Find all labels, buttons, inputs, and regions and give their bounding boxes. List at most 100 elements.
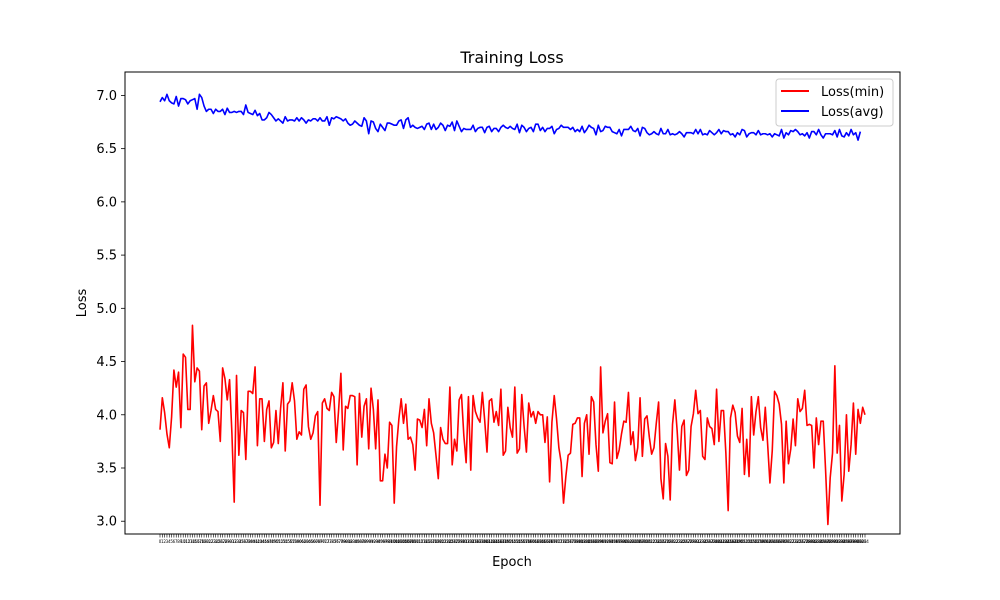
x-tick-label: 244	[722, 539, 730, 544]
x-tick-label: 4	[168, 539, 171, 544]
x-tick-label: 167	[543, 539, 551, 544]
x-tick-label: 252	[741, 539, 749, 544]
x-tick-label: 18	[199, 539, 205, 544]
x-tick-label: 144	[490, 539, 498, 544]
x-tick-label: 247	[729, 539, 737, 544]
x-tick-label: 53	[280, 539, 286, 544]
x-tick-label: 43	[257, 539, 263, 544]
x-tick-label: 220	[666, 539, 674, 544]
x-tick-label: 235	[701, 539, 709, 544]
x-tick-label: 216	[657, 539, 665, 544]
x-tick-label: 163	[534, 539, 542, 544]
x-tick-label: 292	[833, 539, 841, 544]
x-tick-label: 93	[373, 539, 379, 544]
x-tick-label: 228	[685, 539, 693, 544]
x-tick-label: 65	[308, 539, 314, 544]
x-tick-label: 79	[341, 539, 347, 544]
x-tick-label: 49	[271, 539, 277, 544]
x-tick-label: 271	[785, 539, 793, 544]
x-tick-label: 66	[311, 539, 317, 544]
x-tick-label: 288	[824, 539, 832, 544]
x-tick-label: 72	[324, 539, 330, 544]
x-tick-label: 133	[465, 539, 473, 544]
x-tick-label: 222	[671, 539, 679, 544]
x-tick-label: 303	[859, 539, 867, 544]
x-tick-label: 204	[629, 539, 637, 544]
x-tick-label: 78	[338, 539, 344, 544]
x-tick-label: 16	[195, 539, 201, 544]
x-tick-label: 186	[588, 539, 596, 544]
x-tick-label: 198	[615, 539, 623, 544]
x-tick-label: 34	[236, 539, 242, 544]
x-tick-label: 134	[467, 539, 475, 544]
x-tick-label: 132	[462, 539, 470, 544]
x-tick-label: 23	[211, 539, 217, 544]
x-tick-label: 281	[808, 539, 816, 544]
x-tick-label: 304	[861, 539, 869, 544]
y-tick-label: 3.5	[96, 462, 117, 477]
x-tick-label: 203	[627, 539, 635, 544]
x-tick-label: 251	[738, 539, 746, 544]
x-tick-label: 2	[163, 539, 166, 544]
legend-label-loss-min: Loss(min)	[821, 85, 884, 100]
x-tick-label: 261	[761, 539, 769, 544]
x-tick-label: 156	[518, 539, 526, 544]
x-tick-label: 128	[453, 539, 461, 544]
x-tick-label: 61	[299, 539, 305, 544]
x-tick-label: 217	[659, 539, 667, 544]
x-tick-label: 273	[789, 539, 797, 544]
x-tick-label: 58	[292, 539, 298, 544]
x-tick-label: 21	[206, 539, 212, 544]
x-tick-label: 127	[451, 539, 459, 544]
x-tick-label: 200	[620, 539, 628, 544]
x-tick-label: 41	[253, 539, 259, 544]
x-tick-label: 270	[782, 539, 790, 544]
x-tick-label: 96	[380, 539, 386, 544]
x-tick-label: 157	[520, 539, 528, 544]
x-tick-label: 131	[460, 539, 468, 544]
x-axis-label: Epoch	[492, 555, 532, 570]
x-tick-label: 75	[331, 539, 337, 544]
x-tick-label: 268	[778, 539, 786, 544]
x-tick-label: 105	[400, 539, 408, 544]
x-tick-label: 287	[822, 539, 830, 544]
x-tick-label: 71	[322, 539, 328, 544]
x-tick-label: 240	[713, 539, 721, 544]
x-tick-label: 20	[204, 539, 210, 544]
y-tick-label: 7.0	[96, 89, 117, 104]
x-tick-label: 27	[220, 539, 226, 544]
x-tick-label: 246	[727, 539, 735, 544]
x-tick-label: 201	[622, 539, 630, 544]
x-tick-label: 37	[243, 539, 249, 544]
x-tick-label: 22	[208, 539, 214, 544]
x-tick-label: 45	[262, 539, 268, 544]
x-tick-label: 294	[838, 539, 846, 544]
x-tick-label: 145	[492, 539, 500, 544]
x-tick-label: 175	[562, 539, 570, 544]
x-tick-label: 181	[576, 539, 584, 544]
x-tick-label: 233	[697, 539, 705, 544]
x-tick-label: 126	[448, 539, 456, 544]
x-tick-label: 84	[352, 539, 358, 544]
x-tick-label: 24	[213, 539, 219, 544]
x-tick-label: 180	[574, 539, 582, 544]
x-tick-label: 290	[829, 539, 837, 544]
x-tick-label: 171	[553, 539, 561, 544]
x-tick-label: 108	[407, 539, 415, 544]
x-tick-label: 10	[181, 539, 187, 544]
x-tick-label: 130	[458, 539, 466, 544]
x-tick-label: 19	[202, 539, 208, 544]
plot-area	[125, 72, 900, 534]
x-tick-label: 206	[634, 539, 642, 544]
x-tick-label: 122	[439, 539, 447, 544]
chart-title: Training Loss	[459, 48, 563, 67]
x-tick-label: 243	[720, 539, 728, 544]
x-tick-label: 151	[506, 539, 514, 544]
x-tick-label: 191	[599, 539, 607, 544]
x-tick-label: 112	[416, 539, 424, 544]
x-tick-label: 100	[388, 539, 396, 544]
x-tick-label: 296	[843, 539, 851, 544]
x-tick-label: 245	[724, 539, 732, 544]
x-tick-label: 169	[548, 539, 556, 544]
x-tick-label: 263	[766, 539, 774, 544]
